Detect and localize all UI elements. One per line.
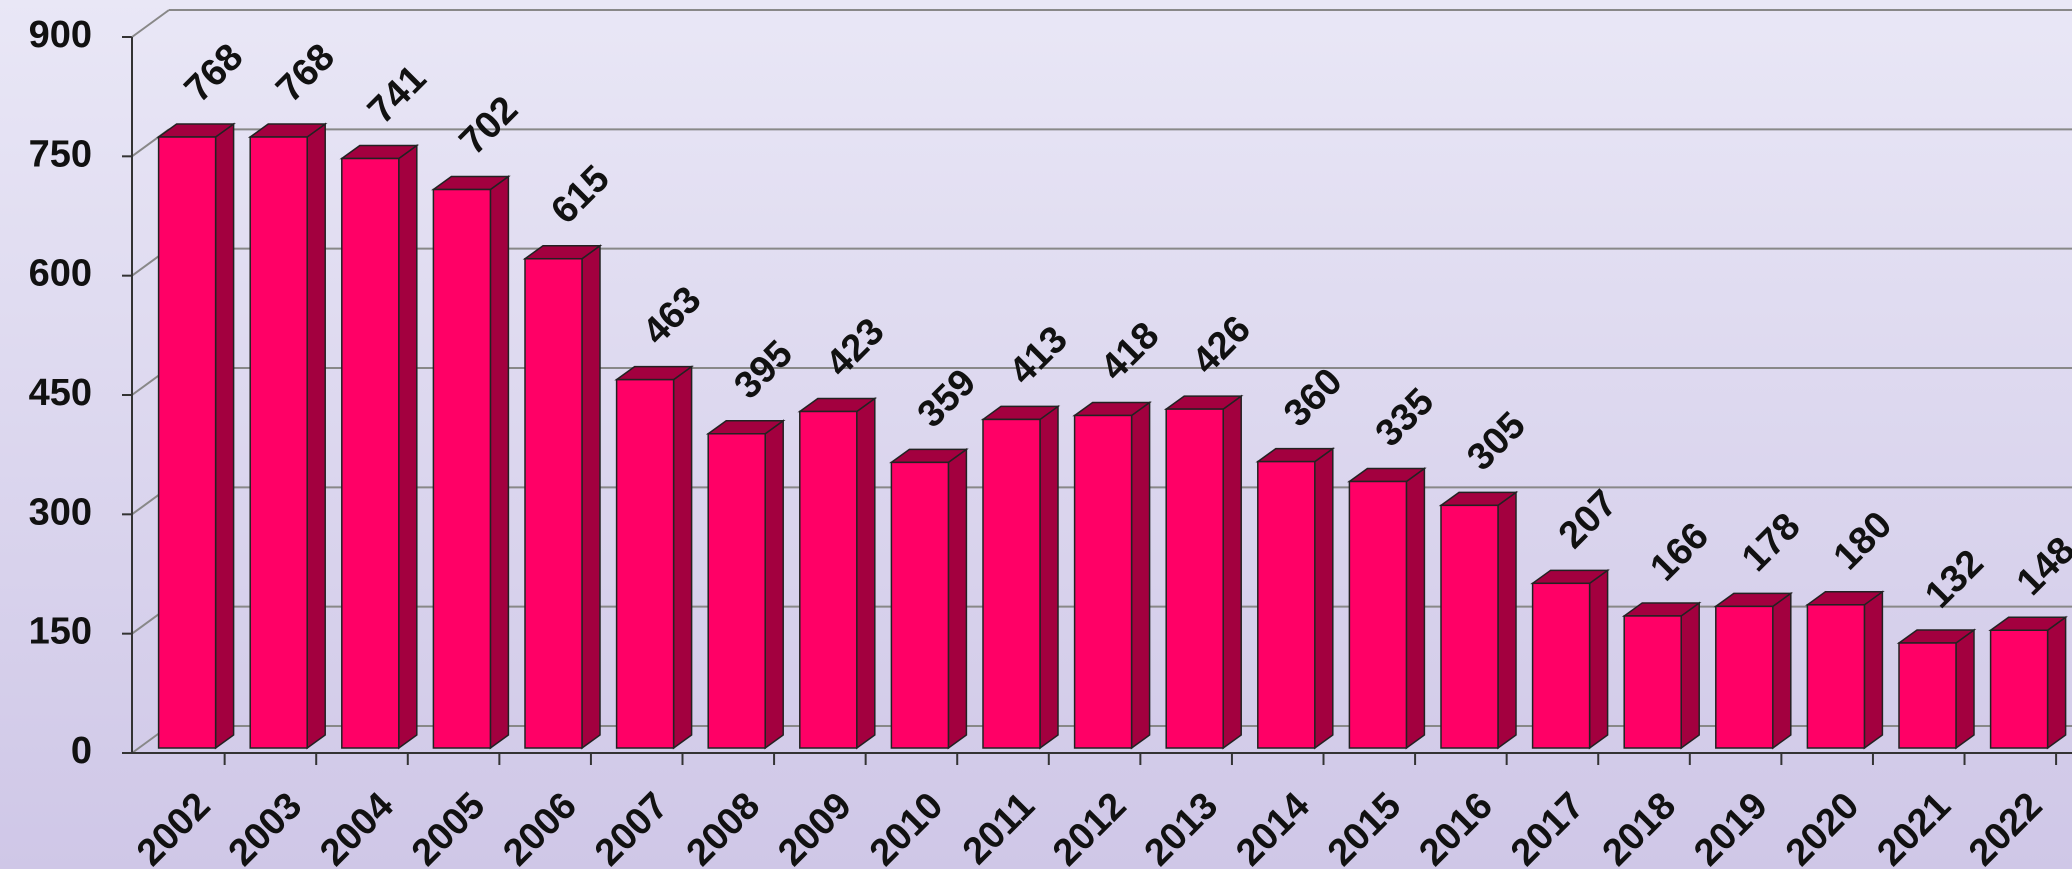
bar (890, 461, 950, 749)
y-tick-label: 150 (29, 611, 92, 653)
bar-side (1405, 467, 1426, 750)
bar (799, 410, 858, 749)
bar-side (1497, 490, 1517, 750)
bar (1348, 480, 1408, 749)
bar (615, 378, 675, 749)
bar (341, 157, 400, 749)
bar-side (306, 122, 326, 750)
y-tick-label: 750 (29, 133, 92, 175)
bar (1440, 504, 1499, 749)
bar (157, 136, 217, 749)
bar-side (1588, 568, 1609, 750)
bar-side (398, 144, 418, 750)
bar (1165, 408, 1224, 749)
bar-side (2046, 615, 2067, 750)
y-tick-label: 900 (29, 14, 92, 56)
y-tick-label: 600 (29, 253, 92, 295)
bar-side (489, 175, 510, 750)
bar-side (1314, 447, 1334, 750)
bar (524, 257, 583, 749)
bar (1073, 414, 1133, 749)
y-tick-label: 300 (29, 491, 92, 533)
bar-side (581, 244, 601, 750)
bar-side (1955, 628, 1975, 750)
bar (1257, 460, 1316, 749)
bar (1898, 642, 1957, 749)
bar (1989, 629, 2049, 749)
bar-side (947, 447, 968, 750)
bar-side (1039, 404, 1059, 750)
bar (1715, 605, 1774, 749)
grid-line (131, 9, 170, 38)
bar-side (672, 365, 693, 750)
bar (707, 433, 766, 749)
bar (1623, 615, 1682, 749)
bar-side (1680, 601, 1700, 750)
bar-side (856, 397, 876, 750)
bar-side (1222, 394, 1242, 750)
bar-side (1772, 591, 1792, 750)
bar (432, 188, 492, 749)
bar-side (1863, 590, 1884, 750)
bar (1806, 604, 1866, 749)
y-tick-label: 450 (29, 372, 92, 414)
bar (982, 418, 1041, 749)
bar-side (1130, 400, 1151, 750)
bar-side (764, 419, 784, 750)
bar (1531, 582, 1591, 749)
bar-side (214, 122, 235, 750)
y-tick-label: 0 (71, 730, 92, 772)
bar (249, 136, 308, 749)
